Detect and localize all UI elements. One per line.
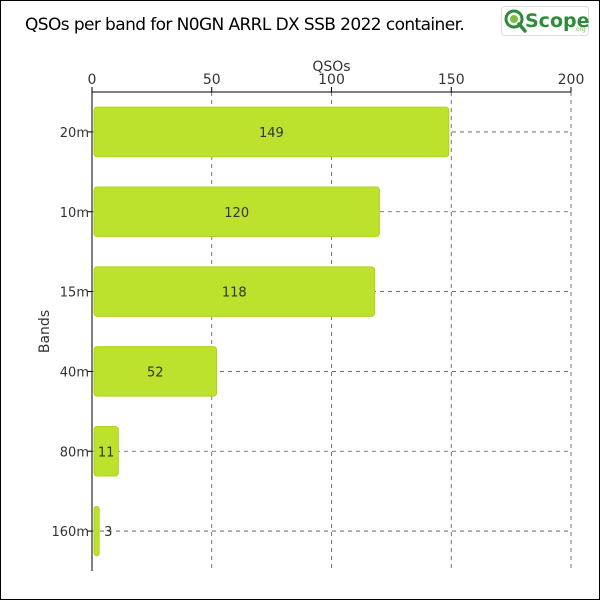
x-axis-title: QSOs: [312, 59, 350, 75]
chart-title: QSOs per band for N0GN ARRL DX SSB 2022 …: [25, 15, 465, 35]
x-tick-label: 0: [88, 72, 97, 88]
bar-value-label: 120: [224, 206, 249, 221]
bar: [93, 346, 218, 397]
logo-suffix: .org: [574, 26, 586, 33]
bar-value-label: 52: [147, 365, 164, 380]
x-tick-label: 50: [203, 72, 221, 88]
magnifier-q-icon: [504, 9, 527, 33]
bar-value-label: 118: [222, 286, 247, 301]
y-tick-label: 15m: [60, 286, 89, 301]
bar-value-label: 11: [98, 445, 115, 460]
bar: [93, 186, 380, 237]
y-axis-title: Bands: [37, 310, 53, 353]
qscope-logo: Scope .org: [501, 6, 589, 36]
y-tick-label: 160m: [52, 525, 89, 540]
bar-value-label: 3: [104, 525, 112, 540]
x-tick-label: 150: [438, 72, 465, 88]
x-tick-label: 200: [558, 72, 585, 88]
y-tick-label: 80m: [60, 445, 89, 460]
y-tick-label: 10m: [60, 206, 89, 221]
y-tick-label: 20m: [60, 126, 89, 141]
logo-text: Scope: [525, 10, 589, 32]
y-tick-label: 40m: [60, 365, 89, 380]
bar: [93, 426, 119, 477]
bar-value-label: 149: [259, 126, 284, 141]
bar: [93, 505, 100, 557]
x-tick-label: 100: [318, 72, 345, 88]
bar: [93, 106, 450, 158]
bar: [93, 266, 376, 317]
